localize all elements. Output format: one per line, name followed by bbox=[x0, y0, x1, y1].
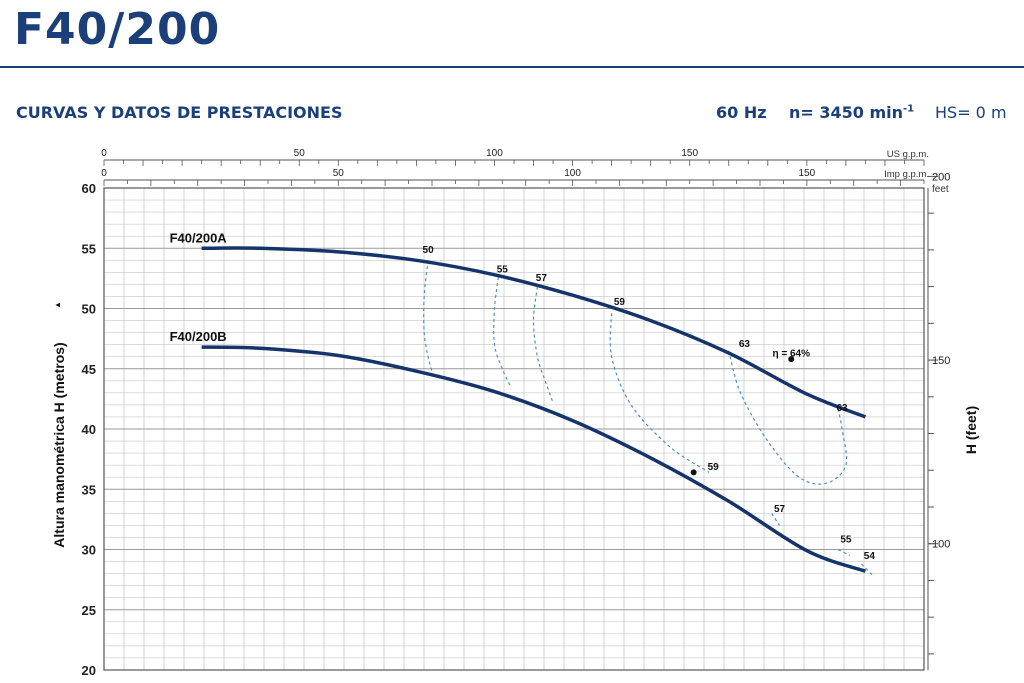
y-tick-label: 20 bbox=[82, 663, 96, 678]
efficiency-label: 57 bbox=[774, 504, 786, 515]
y-axis-label: Altura manométrica H (metros) bbox=[51, 342, 67, 547]
efficiency-label: 63 bbox=[739, 339, 751, 350]
right-axis-unit: feet bbox=[932, 184, 949, 195]
y-tick-label: 40 bbox=[82, 422, 96, 437]
top-axis-imp-tick-label: 100 bbox=[564, 168, 581, 179]
top-axis-us-unit: US g.p.m. bbox=[887, 149, 929, 160]
top-axis-us-tick-label: 100 bbox=[486, 148, 503, 159]
y-tick-label: 60 bbox=[82, 181, 96, 196]
y-tick-label: 30 bbox=[82, 543, 96, 558]
y-tick-label: 55 bbox=[82, 241, 96, 256]
top-axis-imp-tick-label: 50 bbox=[333, 168, 345, 179]
efficiency-curve-57 bbox=[771, 513, 781, 526]
series-label: F40/200B bbox=[170, 329, 227, 344]
series-line-f40-200b bbox=[201, 345, 866, 573]
right-axis-label: H (feet) bbox=[963, 406, 979, 454]
efficiency-label: 54 bbox=[864, 551, 876, 562]
efficiency-label: η = 64% bbox=[772, 349, 810, 360]
plot-frame bbox=[103, 187, 925, 671]
y-tick-label: 45 bbox=[82, 362, 96, 377]
section-subtitle: CURVAS Y DATOS DE PRESTACIONES bbox=[16, 103, 343, 122]
efficiency-curve-55 bbox=[837, 548, 851, 557]
top-axis-us-tick-label: 50 bbox=[294, 148, 306, 159]
y-axis-arrow-icon: ▲ bbox=[53, 301, 62, 309]
efficiency-curve-63 bbox=[728, 350, 848, 485]
speed-exponent: -1 bbox=[903, 103, 915, 115]
y-tick-label: 50 bbox=[82, 302, 96, 317]
speed-text: n= 3450 min bbox=[789, 103, 904, 122]
suction-label: HS= 0 m bbox=[935, 103, 1007, 122]
y-tick-label: 25 bbox=[82, 603, 96, 618]
frequency-label: 60 Hz bbox=[716, 103, 767, 122]
efficiency-label: 55 bbox=[497, 264, 509, 275]
top-axis-imp-unit: Imp g.p.m. bbox=[884, 169, 929, 180]
efficiency-curve-55 bbox=[493, 277, 511, 386]
y-tick-label: 35 bbox=[82, 482, 96, 497]
efficiency-label: 50 bbox=[423, 245, 435, 256]
efficiency-label: 59 bbox=[614, 297, 626, 308]
right-tick-label: 150 bbox=[932, 355, 950, 367]
series-line-f40-200a bbox=[201, 246, 867, 419]
top-axis-us-tick-label: 0 bbox=[101, 148, 107, 159]
right-tick-label: 200 bbox=[932, 171, 950, 183]
efficiency-curve-57 bbox=[532, 286, 554, 403]
efficiency-point-marker bbox=[690, 469, 697, 476]
efficiency-curve-59 bbox=[609, 313, 710, 473]
page-title: F40/200 bbox=[14, 4, 221, 55]
efficiency-curve-54 bbox=[861, 563, 874, 577]
top-axis-us-tick-label: 150 bbox=[681, 148, 698, 159]
efficiency-point-marker bbox=[788, 356, 795, 363]
efficiency-curve-50 bbox=[423, 260, 433, 372]
efficiency-label: 59 bbox=[708, 462, 720, 473]
title-divider bbox=[0, 66, 1024, 68]
speed-label: n= 3450 min-1 bbox=[789, 103, 914, 122]
series-label: F40/200A bbox=[170, 230, 228, 245]
right-tick-label: 100 bbox=[932, 539, 950, 551]
top-axis-imp-tick-label: 0 bbox=[101, 168, 107, 179]
top-axis-imp-tick-label: 150 bbox=[799, 168, 816, 179]
efficiency-label: 57 bbox=[536, 273, 548, 284]
efficiency-label: 63 bbox=[836, 403, 848, 414]
efficiency-label: 55 bbox=[840, 534, 852, 545]
